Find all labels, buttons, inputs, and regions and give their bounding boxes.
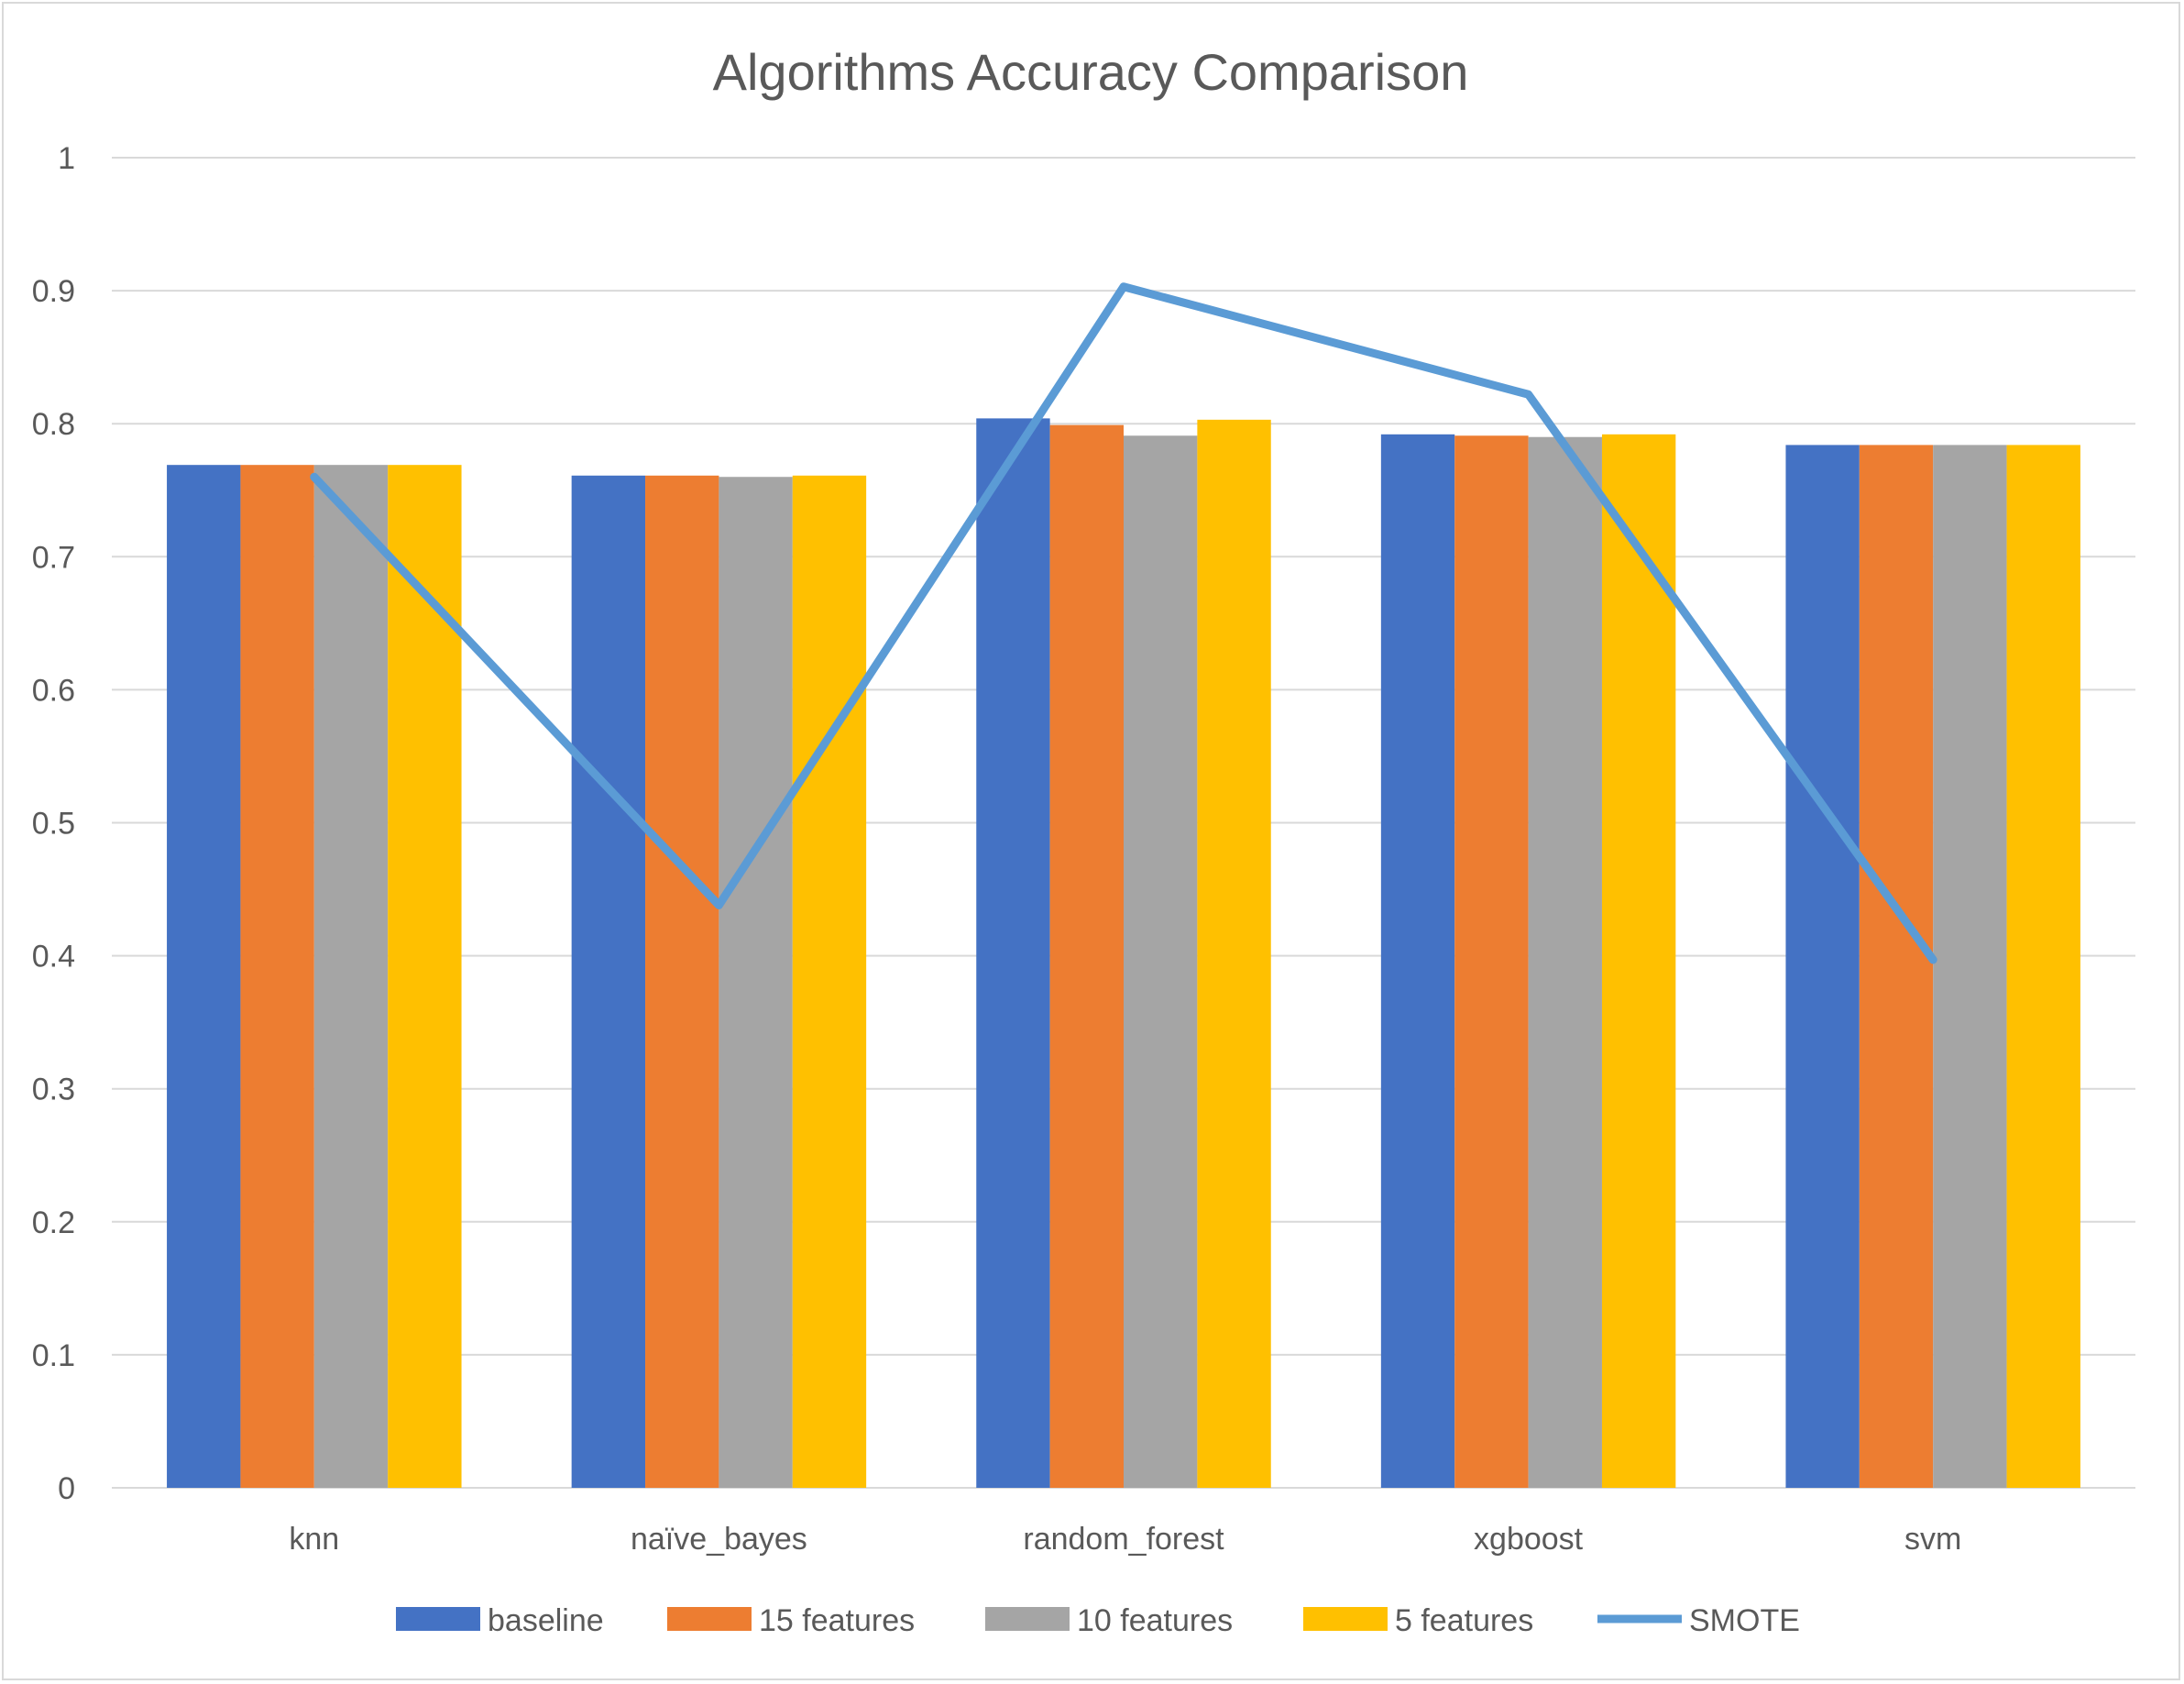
legend-label: SMOTE (1689, 1603, 1800, 1638)
legend-label: baseline (488, 1603, 604, 1638)
bar-baseline-random_forest (976, 418, 1050, 1488)
smote-line (310, 282, 1937, 964)
bar-baseline-svm (1785, 445, 1860, 1488)
y-tick-label: 0 (58, 1471, 75, 1506)
bar-10-features-svm (1933, 445, 2007, 1488)
y-tick-label: 0.4 (32, 940, 75, 974)
bar-5-features-xgboost (1601, 434, 1676, 1489)
y-tick-label: 0.6 (32, 673, 75, 708)
y-tick-label: 0.7 (32, 540, 75, 575)
x-category-label: naïve_bayes (631, 1522, 807, 1557)
legend-label: 5 features (1395, 1603, 1533, 1638)
y-tick-label: 0.2 (32, 1205, 75, 1240)
x-axis-categories: knn naïve_bayes random_forest xgboost svm (289, 1522, 1961, 1557)
legend-swatch-15-features (667, 1607, 752, 1631)
x-category-label: svm (1904, 1522, 1961, 1557)
legend: baseline 15 features 10 features 5 features… (396, 1603, 1800, 1638)
bar-10-features-random_forest (1124, 435, 1198, 1488)
legend-swatch-10-features (985, 1607, 1070, 1631)
bar-15-features-naïve_bayes (645, 475, 719, 1488)
y-tick-label: 0.9 (32, 274, 75, 309)
bar-10-features-naïve_bayes (719, 477, 793, 1488)
chart-title: Algorithms Accuracy Comparison (713, 43, 1469, 101)
bar-15-features-random_forest (1049, 424, 1124, 1488)
bar-5-features-random_forest (1197, 419, 1271, 1489)
bar-baseline-knn (167, 465, 241, 1488)
y-tick-label: 1 (58, 141, 75, 176)
line-series-SMOTE (310, 282, 1937, 964)
legend-swatch-baseline (396, 1607, 480, 1631)
y-axis-ticks: 0 0.1 0.2 0.3 0.4 0.5 0.6 0.7 0.8 0.9 1 (32, 141, 75, 1506)
legend-label: 10 features (1077, 1603, 1233, 1638)
bar-15-features-svm (1859, 445, 1934, 1488)
bars (167, 418, 2080, 1489)
bar-10-features-xgboost (1528, 436, 1602, 1489)
x-category-label: random_forest (1023, 1522, 1224, 1557)
bar-baseline-naïve_bayes (571, 475, 646, 1488)
y-tick-label: 0.5 (32, 807, 75, 842)
legend-swatch-5-features (1303, 1607, 1388, 1631)
legend-label: 15 features (759, 1603, 915, 1638)
bar-10-features-knn (313, 465, 389, 1488)
bar-5-features-knn (388, 465, 462, 1488)
y-tick-label: 0.1 (32, 1338, 75, 1373)
bar-15-features-xgboost (1454, 435, 1529, 1488)
bar-5-features-svm (2006, 445, 2080, 1488)
x-category-label: knn (289, 1522, 339, 1557)
bar-5-features-naïve_bayes (792, 475, 867, 1488)
bar-baseline-xgboost (1380, 434, 1455, 1489)
bar-15-features-knn (240, 465, 314, 1488)
y-tick-label: 0.8 (32, 407, 75, 442)
y-tick-label: 0.3 (32, 1073, 75, 1107)
x-category-label: xgboost (1474, 1522, 1584, 1557)
